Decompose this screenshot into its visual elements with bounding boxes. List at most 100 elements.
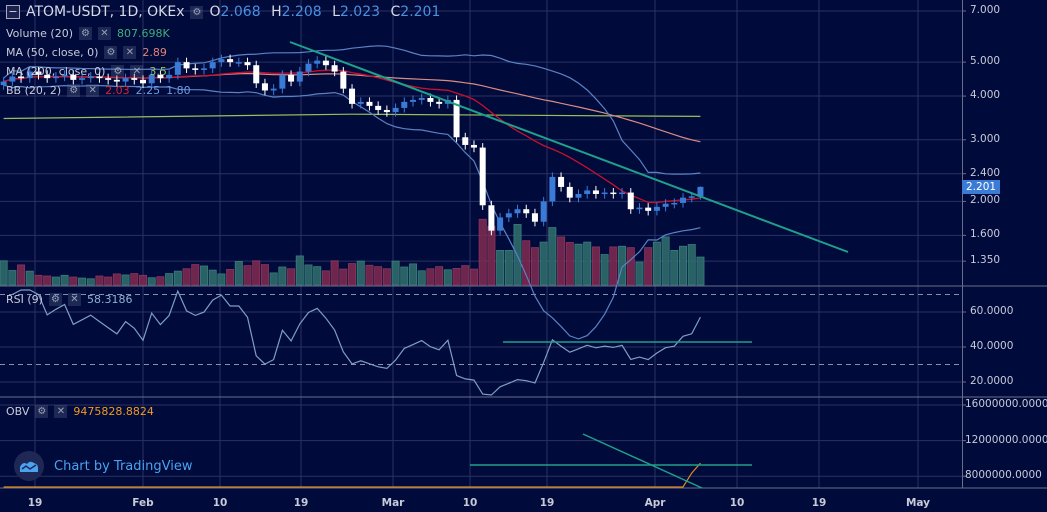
volume-bar bbox=[539, 241, 548, 286]
volume-bar bbox=[696, 256, 705, 286]
candle-body bbox=[479, 147, 486, 206]
candle-body bbox=[540, 201, 547, 222]
close-icon[interactable]: ✕ bbox=[67, 293, 81, 306]
time-tick-label: Feb bbox=[132, 497, 154, 509]
volume-bar bbox=[522, 240, 531, 286]
candle-body bbox=[200, 68, 207, 70]
candle-body bbox=[44, 74, 51, 79]
volume-bar bbox=[304, 264, 313, 286]
volume-bar bbox=[504, 249, 513, 286]
candle-body bbox=[261, 83, 268, 91]
candle-body bbox=[192, 68, 199, 70]
volume-bar bbox=[104, 276, 113, 286]
volume-bar bbox=[391, 260, 400, 286]
volume-bar bbox=[574, 243, 583, 286]
volume-bar bbox=[112, 273, 121, 286]
volume-bar bbox=[565, 242, 574, 286]
bb-basis-value: 2.03 bbox=[105, 84, 130, 97]
ma200-label: MA (200, close, 0) bbox=[6, 65, 106, 78]
volume-bar bbox=[278, 266, 287, 286]
volume-bar bbox=[348, 263, 357, 286]
volume-bar bbox=[426, 268, 435, 286]
obv-label: OBV bbox=[6, 405, 30, 418]
volume-bar bbox=[609, 246, 618, 286]
candle-body bbox=[601, 192, 608, 195]
candle-body bbox=[680, 197, 687, 203]
candle-body bbox=[636, 207, 643, 210]
symbol-title: ATOM-USDT, 1D, OKEx bbox=[26, 4, 185, 20]
close-icon[interactable]: ✕ bbox=[86, 84, 100, 97]
close-icon[interactable]: ✕ bbox=[123, 46, 137, 59]
volume-bar bbox=[34, 274, 43, 286]
volume-bar bbox=[287, 268, 296, 286]
candle-body bbox=[322, 60, 329, 66]
volume-bar bbox=[435, 266, 444, 286]
volume-bar bbox=[530, 247, 539, 286]
volume-bar bbox=[591, 246, 600, 286]
volume-bar bbox=[95, 275, 104, 286]
time-tick-label: May bbox=[905, 497, 931, 509]
volume-bar bbox=[0, 260, 8, 286]
tradingview-watermark[interactable]: Chart by TradingView bbox=[14, 451, 192, 481]
volume-bar bbox=[260, 264, 269, 286]
candle-body bbox=[70, 74, 77, 80]
volume-bar bbox=[644, 247, 653, 286]
gear-icon[interactable]: ⚙ bbox=[111, 65, 125, 78]
watermark-text: Chart by TradingView bbox=[54, 458, 193, 474]
bb-upper-line bbox=[3, 45, 701, 175]
candle-body bbox=[488, 205, 495, 231]
collapse-icon[interactable]: − bbox=[6, 5, 20, 19]
gear-icon[interactable]: ⚙ bbox=[67, 84, 81, 97]
trendline-drawing bbox=[289, 41, 849, 253]
close-label: C bbox=[390, 4, 401, 20]
obv-value: 9475828.8824 bbox=[73, 405, 154, 418]
candle-body bbox=[418, 97, 425, 100]
candle-body bbox=[375, 105, 382, 110]
candle-body bbox=[436, 101, 443, 104]
volume-bar bbox=[618, 245, 627, 286]
time-tick-label: 19 bbox=[293, 497, 309, 509]
gear-icon[interactable]: ⚙ bbox=[79, 27, 92, 40]
price-tick-label: 2.000 bbox=[970, 194, 1001, 207]
gear-icon[interactable]: ⚙ bbox=[104, 46, 118, 59]
candle-body bbox=[340, 71, 347, 89]
price-tick-label: 1.350 bbox=[970, 254, 1001, 267]
volume-bar bbox=[121, 274, 130, 286]
candle-body bbox=[662, 203, 669, 207]
volume-bar bbox=[17, 264, 26, 286]
candle-body bbox=[218, 59, 225, 63]
gear-icon[interactable]: ⚙ bbox=[48, 293, 62, 306]
volume-bar bbox=[626, 247, 635, 286]
price-tick-label: 3.000 bbox=[970, 132, 1001, 145]
time-tick-label: 10 bbox=[462, 497, 478, 509]
time-tick-label: 19 bbox=[539, 497, 555, 509]
bb-legend: BB (20, 2) ⚙ ✕ 2.03 2.25 1.80 bbox=[6, 84, 191, 97]
obv-trendline-drawing bbox=[582, 433, 703, 489]
volume-bar bbox=[269, 272, 278, 286]
candle-body bbox=[166, 74, 173, 79]
candle-body bbox=[87, 76, 94, 79]
volume-bar bbox=[382, 268, 391, 286]
volume-bar bbox=[86, 278, 95, 286]
volume-bar bbox=[182, 268, 191, 286]
gear-icon[interactable]: ⚙ bbox=[35, 405, 49, 418]
candle-body bbox=[653, 206, 660, 211]
close-icon[interactable]: ✕ bbox=[130, 65, 144, 78]
close-icon[interactable]: ✕ bbox=[98, 27, 111, 40]
price-tick-label: 5.000 bbox=[970, 55, 1001, 68]
rsi-value: 58.3186 bbox=[86, 293, 133, 306]
candle-body bbox=[549, 176, 556, 202]
candle-body bbox=[575, 194, 582, 198]
volume-bar bbox=[217, 273, 226, 286]
gear-icon[interactable]: ⚙ bbox=[190, 5, 204, 19]
ma200-value: 3.5 bbox=[149, 65, 167, 78]
time-tick-label: 19 bbox=[811, 497, 827, 509]
candle-body bbox=[305, 63, 312, 72]
volume-bar bbox=[130, 273, 139, 286]
close-icon[interactable]: ✕ bbox=[54, 405, 68, 418]
volume-bar bbox=[78, 277, 87, 286]
volume-bar bbox=[461, 265, 470, 286]
volume-bar bbox=[8, 270, 17, 286]
ma50-value: 2.89 bbox=[142, 46, 167, 59]
